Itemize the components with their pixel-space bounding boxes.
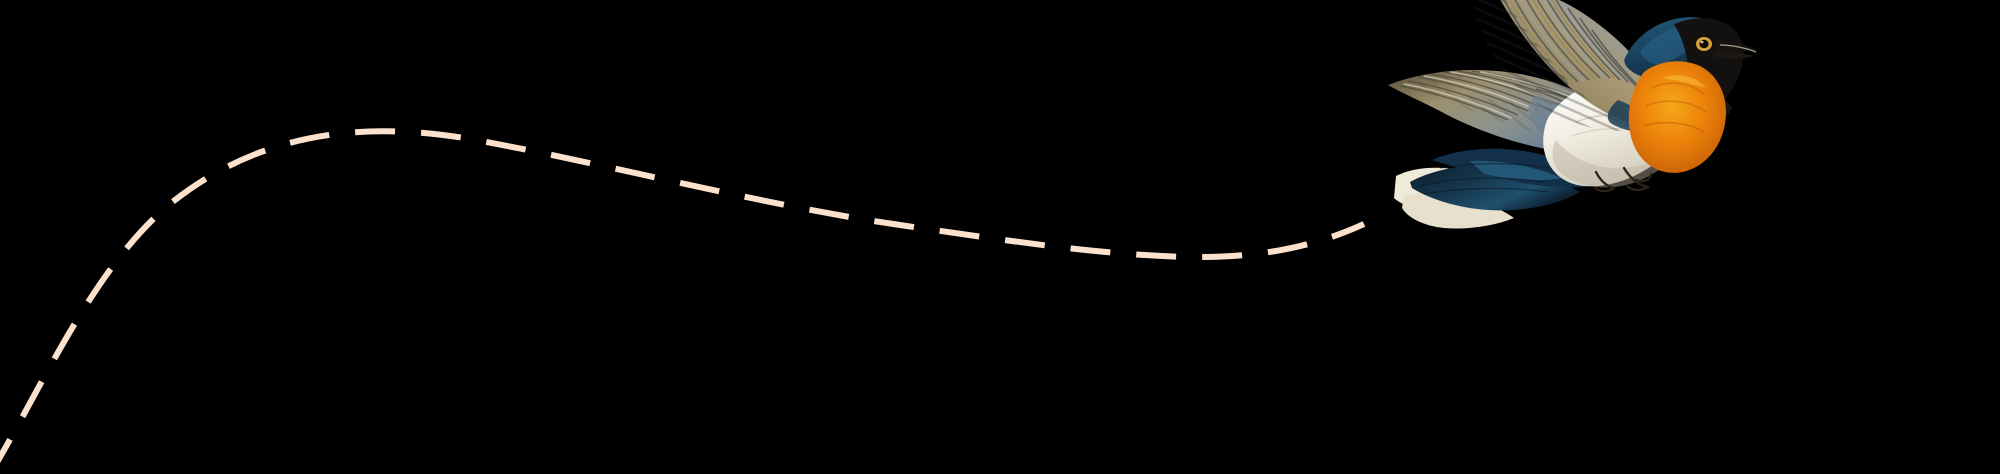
throat-texture-1: [1651, 82, 1705, 95]
eye-pupil: [1699, 39, 1709, 49]
tail-pale-tips-lower: [1402, 193, 1514, 229]
upper-wing-slate: [1520, 0, 1626, 82]
beak-highlight: [1719, 44, 1757, 53]
throat-texture-2: [1645, 100, 1707, 113]
belly-shading: [1552, 130, 1696, 188]
eye-highlight: [1700, 40, 1704, 44]
foot-right-claw-2: [1634, 172, 1653, 183]
foot-right-claw-1: [1625, 184, 1650, 192]
head: [1624, 17, 1758, 173]
beak-lower: [1714, 50, 1754, 60]
foot-left-claw: [1593, 186, 1616, 193]
tail-gloss: [1470, 160, 1562, 181]
beak: [1714, 40, 1758, 60]
dashed-flight-trail: [0, 128, 1366, 464]
flying-songbird: [1388, 0, 1758, 229]
tail-feather-lines: [1419, 163, 1561, 195]
throat-orange: [1628, 61, 1726, 173]
upper-wing-ochre: [1508, 0, 1616, 84]
throat-texture-3: [1643, 121, 1705, 133]
feet: [1593, 166, 1653, 193]
foot-left-leg: [1594, 170, 1616, 190]
foot-right-leg: [1622, 166, 1650, 189]
throat-highlight: [1662, 75, 1706, 88]
eye: [1696, 37, 1712, 51]
upper-wing-feathers: [1503, 0, 1643, 91]
